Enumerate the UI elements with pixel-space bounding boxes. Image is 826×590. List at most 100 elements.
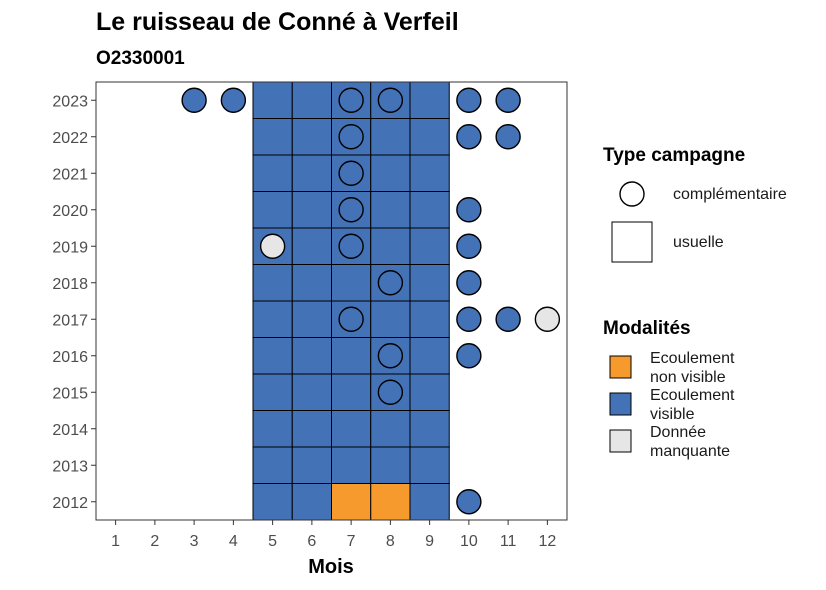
tile-2013-7 [331,446,372,484]
y-tick-label: 2014 [52,422,88,439]
tile-2022-9 [409,118,450,156]
plot-area [181,81,561,521]
point-2017-12 [534,306,561,332]
point-2020-10 [456,197,482,223]
point-2022-7 [338,124,364,150]
x-tick-label: 5 [268,533,277,550]
tile-2017-9 [409,300,450,338]
legend-square-key [611,221,653,263]
tile-2021-8 [370,154,411,192]
tile-2022-5 [252,118,293,156]
tile-2015-9 [409,373,450,411]
y-tick-label: 2013 [52,458,88,475]
y-tick-label: 2018 [52,276,88,293]
y-tick-label: 2021 [52,166,88,183]
legend-modalite-key [609,429,632,453]
x-tick-label: 6 [307,533,316,550]
tile-2019-8 [370,227,411,265]
chart-subtitle: O2330001 [96,48,185,69]
tile-2013-9 [409,446,450,484]
tile-2023-5 [252,81,293,119]
legend-modalite-label: Donnée manquante [650,424,730,460]
x-tick-label: 12 [538,533,556,550]
tile-2012-5 [252,483,293,521]
legend-modalite-title: Modalités [603,318,691,339]
tile-2021-9 [409,154,450,192]
x-axis-title: Mois [308,556,354,578]
tile-2014-5 [252,410,293,448]
tile-2013-8 [370,446,411,484]
point-2019-5 [259,233,286,259]
point-2023-3 [181,87,207,113]
x-tick-label: 8 [386,533,395,550]
point-2023-11 [495,87,521,113]
tile-2021-6 [291,154,332,192]
point-2021-7 [338,160,364,186]
legend-modalite-label: Ecoulement non visible [650,350,735,386]
tile-2019-6 [291,227,332,265]
tile-2023-9 [409,81,450,119]
tile-2018-7 [331,264,372,302]
y-tick-label: 2012 [52,495,88,512]
tile-2016-7 [331,337,372,375]
tile-2018-6 [291,264,332,302]
point-2019-7 [338,233,364,259]
point-2012-10 [456,489,482,515]
legend: Type campagne Modalités complémentaire us… [603,145,787,460]
tile-2022-6 [291,118,332,156]
tile-2016-6 [291,337,332,375]
y-tick-label: 2015 [52,385,88,402]
tile-2020-6 [291,191,332,229]
point-2023-8 [377,87,404,113]
tile-2012-9 [409,483,450,521]
axes: 2012 2013 2014 2015 2016 2017 2018 2019 2020 2021… [52,81,568,550]
tile-2014-8 [370,410,411,448]
legend-type-label: usuelle [673,234,724,251]
tile-2020-9 [409,191,450,229]
y-tick-label: 2023 [52,93,88,110]
point-2017-10 [456,306,482,332]
x-tick-label: 1 [111,533,120,550]
tile-2017-6 [291,300,332,338]
tile-2017-8 [370,300,411,338]
tile-2016-5 [252,337,293,375]
tile-2018-9 [409,264,450,302]
point-2020-7 [338,197,364,223]
tile-2015-6 [291,373,332,411]
panel-border [95,81,568,521]
x-tick-label: 2 [150,533,159,550]
point-2023-7 [338,87,364,113]
point-2017-11 [495,306,521,332]
tile-2012-6 [291,483,332,521]
tile-2015-7 [331,373,372,411]
y-tick-label: 2017 [52,312,88,329]
tile-2019-9 [409,227,450,265]
tile-2014-9 [409,410,450,448]
tile-2016-9 [409,337,450,375]
legend-type-label: complémentaire [673,186,787,203]
tile-2018-5 [252,264,293,302]
point-2018-8 [377,270,404,296]
x-tick-label: 4 [229,533,238,550]
tile-2023-6 [291,81,332,119]
tile-2013-6 [291,446,332,484]
y-tick-label: 2020 [52,203,88,220]
point-2019-10 [456,233,482,259]
tile-2014-7 [331,410,372,448]
x-tick-label: 3 [190,533,199,550]
point-2015-8 [377,379,404,405]
tile-2013-5 [252,446,293,484]
tile-2012-8 [370,483,411,521]
point-2017-7 [338,306,364,332]
tile-2017-5 [252,300,293,338]
point-2023-4 [220,87,247,113]
y-tick-label: 2022 [52,130,88,147]
tile-2012-7 [331,483,372,521]
x-tick-label: 10 [460,533,478,550]
tile-2021-5 [252,154,293,192]
x-tick-label: 9 [425,533,434,550]
point-2018-10 [456,270,482,296]
point-2016-8 [377,343,404,369]
tile-2020-5 [252,191,293,229]
